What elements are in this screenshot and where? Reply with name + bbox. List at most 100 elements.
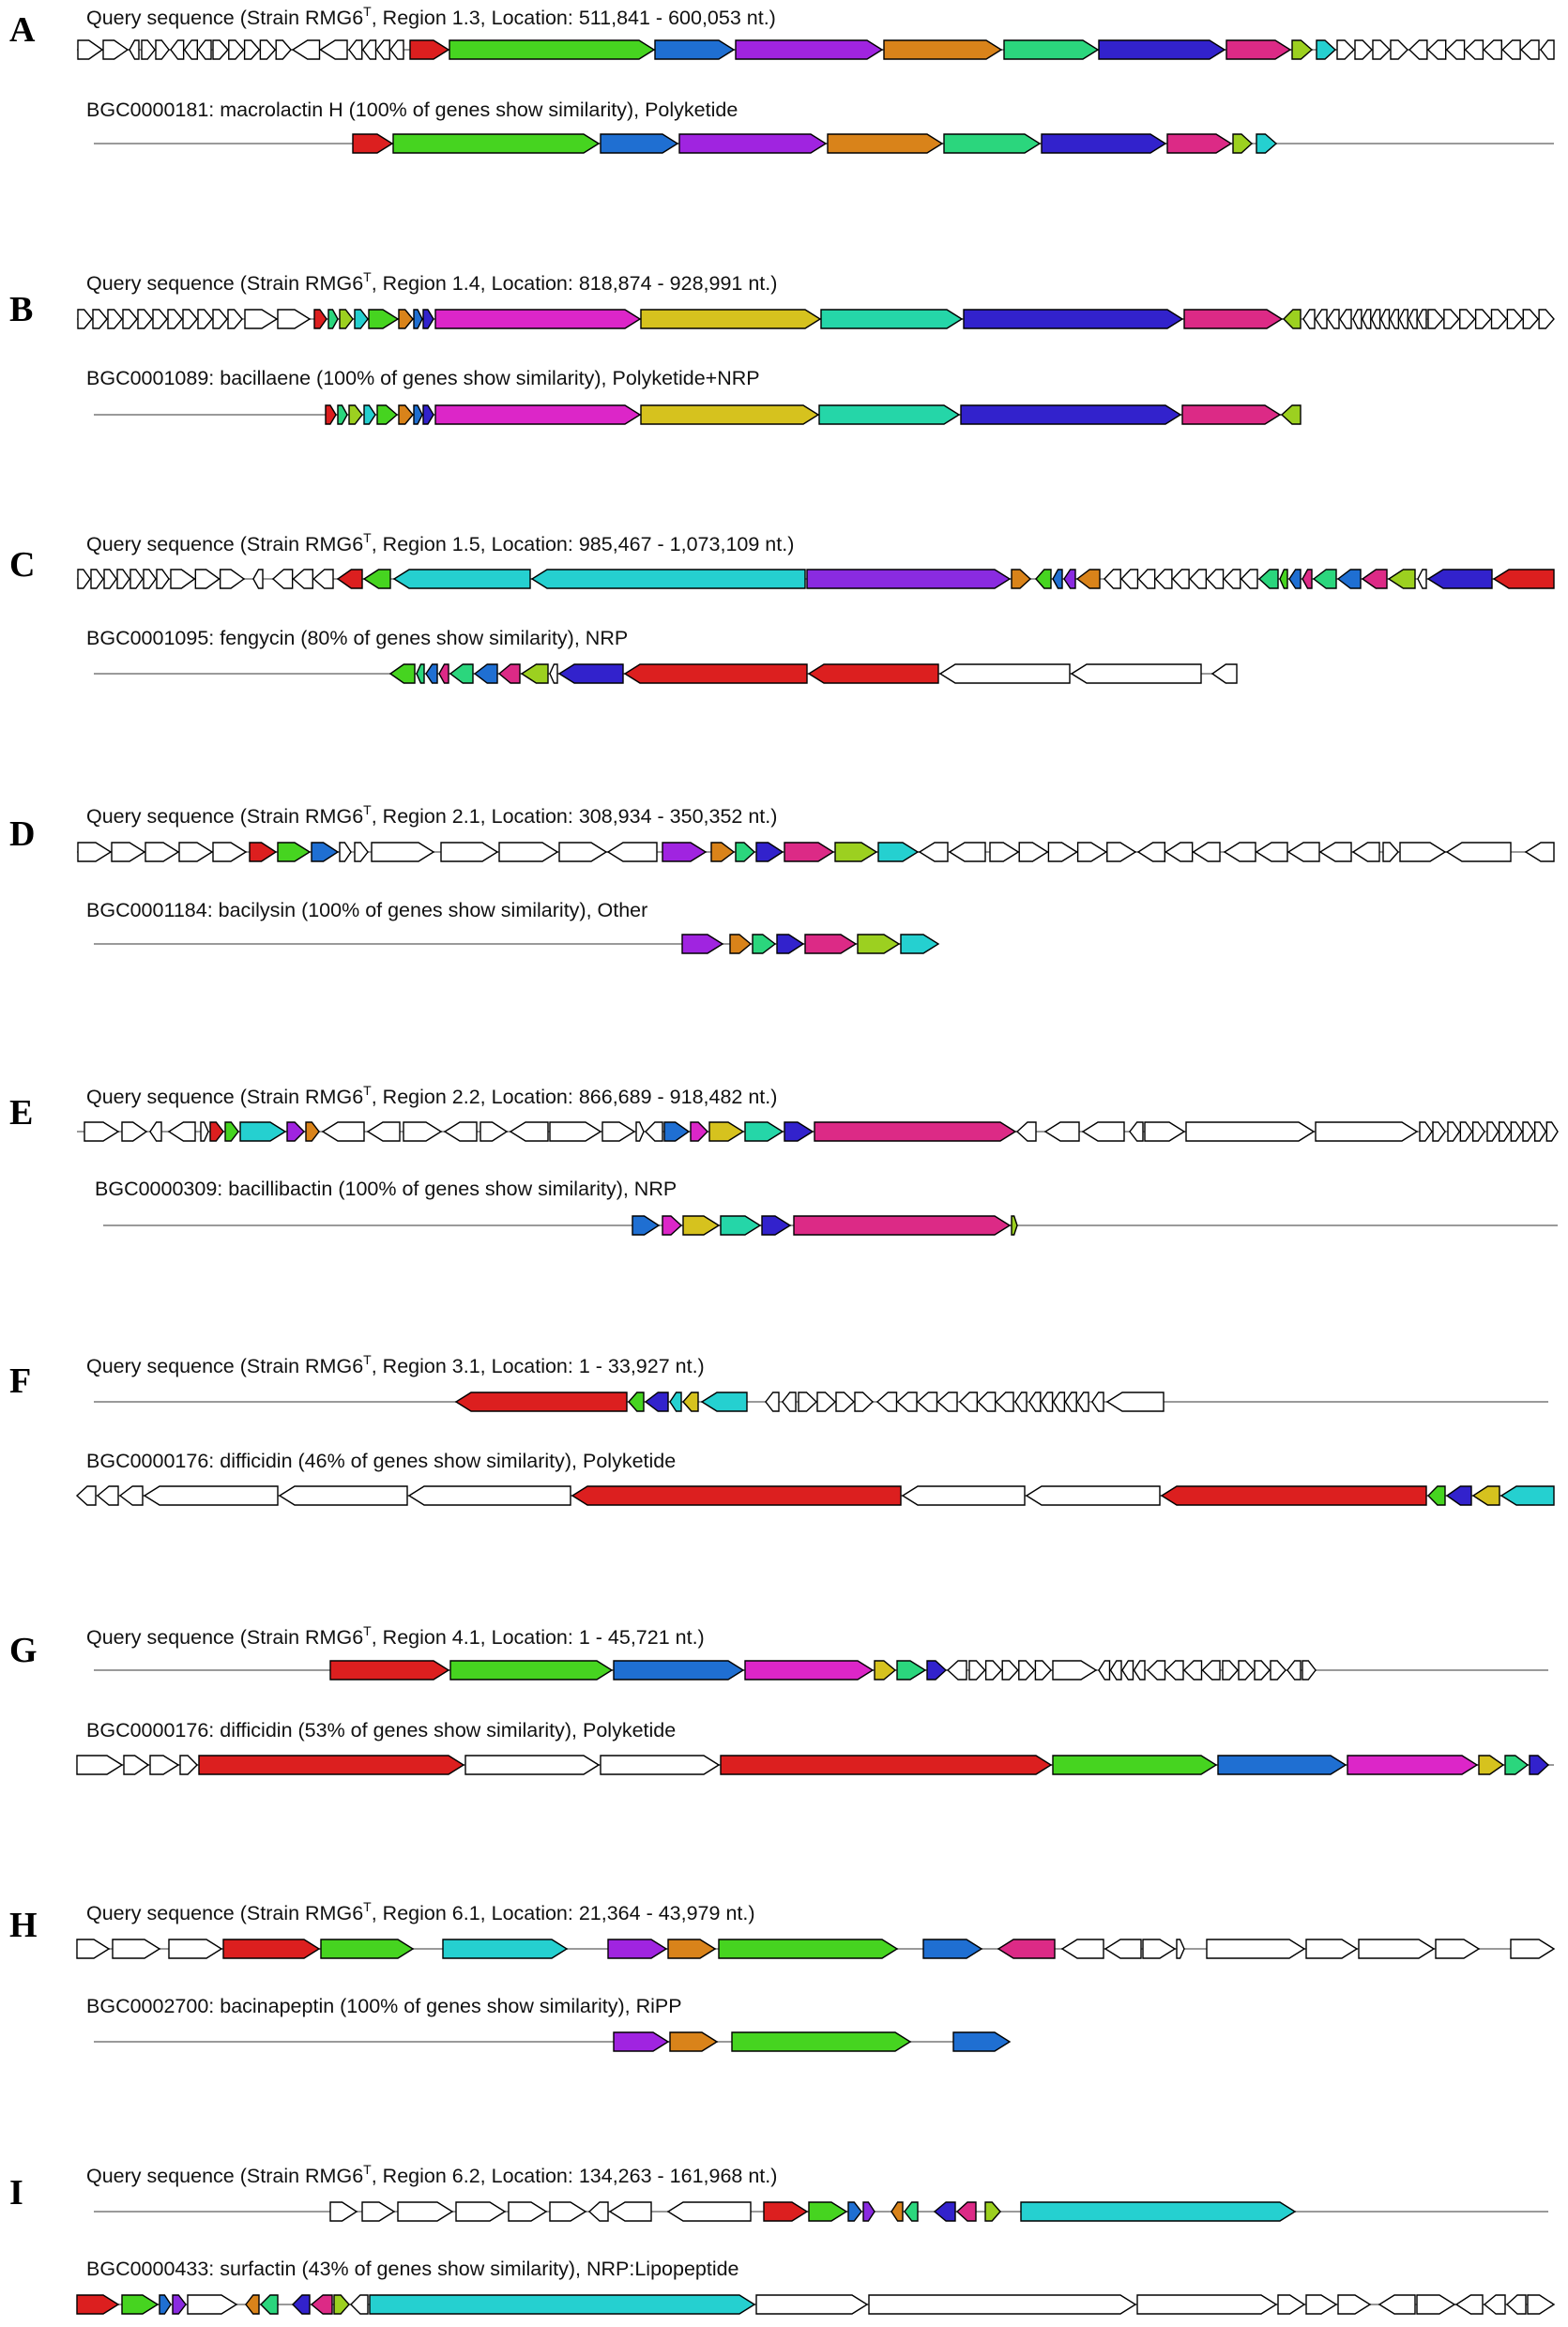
query-gene-36 bbox=[1445, 39, 1466, 60]
reference-cluster-label: BGC0000433: surfactin (43% of genes show… bbox=[86, 2258, 739, 2280]
query-gene-29 bbox=[1081, 1121, 1125, 1142]
reference-gene-1 bbox=[76, 1755, 124, 1775]
reference-gene-9 bbox=[434, 404, 642, 425]
reference-gene-2 bbox=[337, 404, 348, 425]
query-gene-2 bbox=[111, 842, 146, 862]
reference-gene-13 bbox=[755, 2294, 869, 2315]
reference-gene-2 bbox=[96, 1485, 119, 1506]
query-gene-6 bbox=[249, 842, 278, 862]
query-gene-11 bbox=[321, 1121, 365, 1142]
query-gene-16 bbox=[1109, 1660, 1122, 1681]
reference-gene-11 bbox=[623, 663, 808, 684]
panel-letter: H bbox=[9, 1906, 38, 1945]
reference-gene-9 bbox=[1232, 133, 1254, 154]
query-gene-10 bbox=[763, 2201, 809, 2222]
panel-e: E Query sequence (Strain RMG6T, Region 2.… bbox=[9, 1083, 1559, 1236]
query-gene-3 bbox=[149, 1121, 162, 1142]
query-gene-39 bbox=[1417, 309, 1427, 329]
reference-gene-5 bbox=[761, 1215, 792, 1236]
reference-gene-8 bbox=[520, 663, 549, 684]
query-gene-25 bbox=[989, 842, 1020, 862]
panel-a: A Query sequence (Strain RMG6T, Region 1.… bbox=[9, 4, 1555, 154]
reference-gene-3 bbox=[600, 133, 679, 154]
query-gene-23 bbox=[918, 842, 949, 862]
query-gene-14 bbox=[312, 569, 334, 589]
query-gene-9 bbox=[194, 569, 221, 589]
query-gene-44 bbox=[1492, 569, 1555, 589]
query-gene-45 bbox=[1506, 309, 1524, 329]
reference-gene-15 bbox=[1136, 2294, 1278, 2315]
query-gene-7 bbox=[156, 569, 170, 589]
query-gene-35 bbox=[1426, 39, 1447, 60]
query-gene-9 bbox=[666, 2201, 752, 2222]
query-gene-16 bbox=[348, 39, 363, 60]
reference-gene-20 bbox=[1416, 2294, 1456, 2315]
query-gene-12 bbox=[271, 569, 294, 589]
reference-gene-2 bbox=[123, 1755, 150, 1775]
query-gene-33 bbox=[1240, 569, 1258, 589]
reference-cluster-label: BGC0000309: bacillibactin (100% of genes… bbox=[95, 1178, 677, 1200]
reference-gene-3 bbox=[731, 2031, 912, 2052]
query-gene-4 bbox=[178, 842, 214, 862]
query-gene-29 bbox=[1316, 39, 1337, 60]
reference-gene-2 bbox=[121, 2294, 160, 2315]
query-gene-20 bbox=[413, 309, 423, 329]
query-gene-10 bbox=[922, 1939, 983, 1959]
reference-gene-13 bbox=[938, 663, 1071, 684]
reference-gene-7 bbox=[571, 1485, 902, 1506]
query-gene-2 bbox=[92, 309, 108, 329]
query-gene-4 bbox=[455, 2201, 507, 2222]
query-gene-32 bbox=[1372, 39, 1391, 60]
query-gene-27 bbox=[1047, 842, 1078, 862]
query-gene-8 bbox=[170, 569, 196, 589]
query-gene-14 bbox=[891, 2201, 904, 2222]
reference-gene-10 bbox=[1256, 133, 1278, 154]
query-gene-31 bbox=[1206, 569, 1225, 589]
panel-letter: D bbox=[9, 814, 35, 854]
query-gene-3 bbox=[613, 1660, 745, 1681]
query-gene-19 bbox=[389, 39, 404, 60]
reference-gene-7 bbox=[413, 404, 423, 425]
reference-gene-6 bbox=[464, 1755, 601, 1775]
panel-letter: B bbox=[9, 290, 33, 329]
query-gene-26 bbox=[1098, 39, 1226, 60]
query-gene-35 bbox=[1279, 569, 1288, 589]
query-gene-6 bbox=[170, 39, 185, 60]
query-gene-34 bbox=[1419, 1121, 1433, 1142]
reference-gene-3 bbox=[425, 663, 438, 684]
query-gene-16 bbox=[339, 309, 354, 329]
query-gene-3 bbox=[397, 2201, 454, 2222]
query-gene-16 bbox=[1206, 1939, 1306, 1959]
query-gene-1 bbox=[76, 1939, 111, 1959]
reference-gene-10 bbox=[333, 2294, 350, 2315]
query-gene-1 bbox=[454, 1392, 628, 1412]
query-gene-21 bbox=[834, 842, 878, 862]
query-sequence-label: Query sequence (Strain RMG6T, Region 6.1… bbox=[86, 1899, 755, 1924]
reference-gene-1 bbox=[388, 663, 416, 684]
panel-c: C Query sequence (Strain RMG6T, Region 1.… bbox=[9, 530, 1555, 684]
reference-gene-17 bbox=[1305, 2294, 1338, 2315]
query-gene-15 bbox=[904, 2201, 919, 2222]
query-gene-29 bbox=[1315, 309, 1328, 329]
query-gene-27 bbox=[1105, 1392, 1165, 1412]
query-gene-24 bbox=[820, 309, 964, 329]
query-gene-47 bbox=[1538, 309, 1555, 329]
query-gene-17 bbox=[955, 2201, 977, 2222]
query-gene-28 bbox=[1043, 1121, 1080, 1142]
reference-gene-9 bbox=[549, 663, 558, 684]
query-gene-2 bbox=[449, 1660, 614, 1681]
query-gene-24 bbox=[744, 1121, 784, 1142]
query-gene-3 bbox=[644, 1392, 669, 1412]
query-gene-11 bbox=[252, 569, 264, 589]
query-gene-11 bbox=[997, 1939, 1056, 1959]
query-gene-24 bbox=[1064, 1392, 1077, 1412]
query-gene-18 bbox=[1133, 1660, 1146, 1681]
query-gene-20 bbox=[784, 842, 835, 862]
query-gene-19 bbox=[635, 1121, 645, 1142]
query-gene-7 bbox=[587, 2201, 609, 2222]
reference-gene-6 bbox=[943, 133, 1042, 154]
reference-gene-12 bbox=[960, 404, 1182, 425]
query-gene-12 bbox=[244, 309, 279, 329]
query-gene-25 bbox=[1104, 569, 1121, 589]
query-sequence-label: Query sequence (Strain RMG6T, Region 2.1… bbox=[86, 802, 777, 828]
